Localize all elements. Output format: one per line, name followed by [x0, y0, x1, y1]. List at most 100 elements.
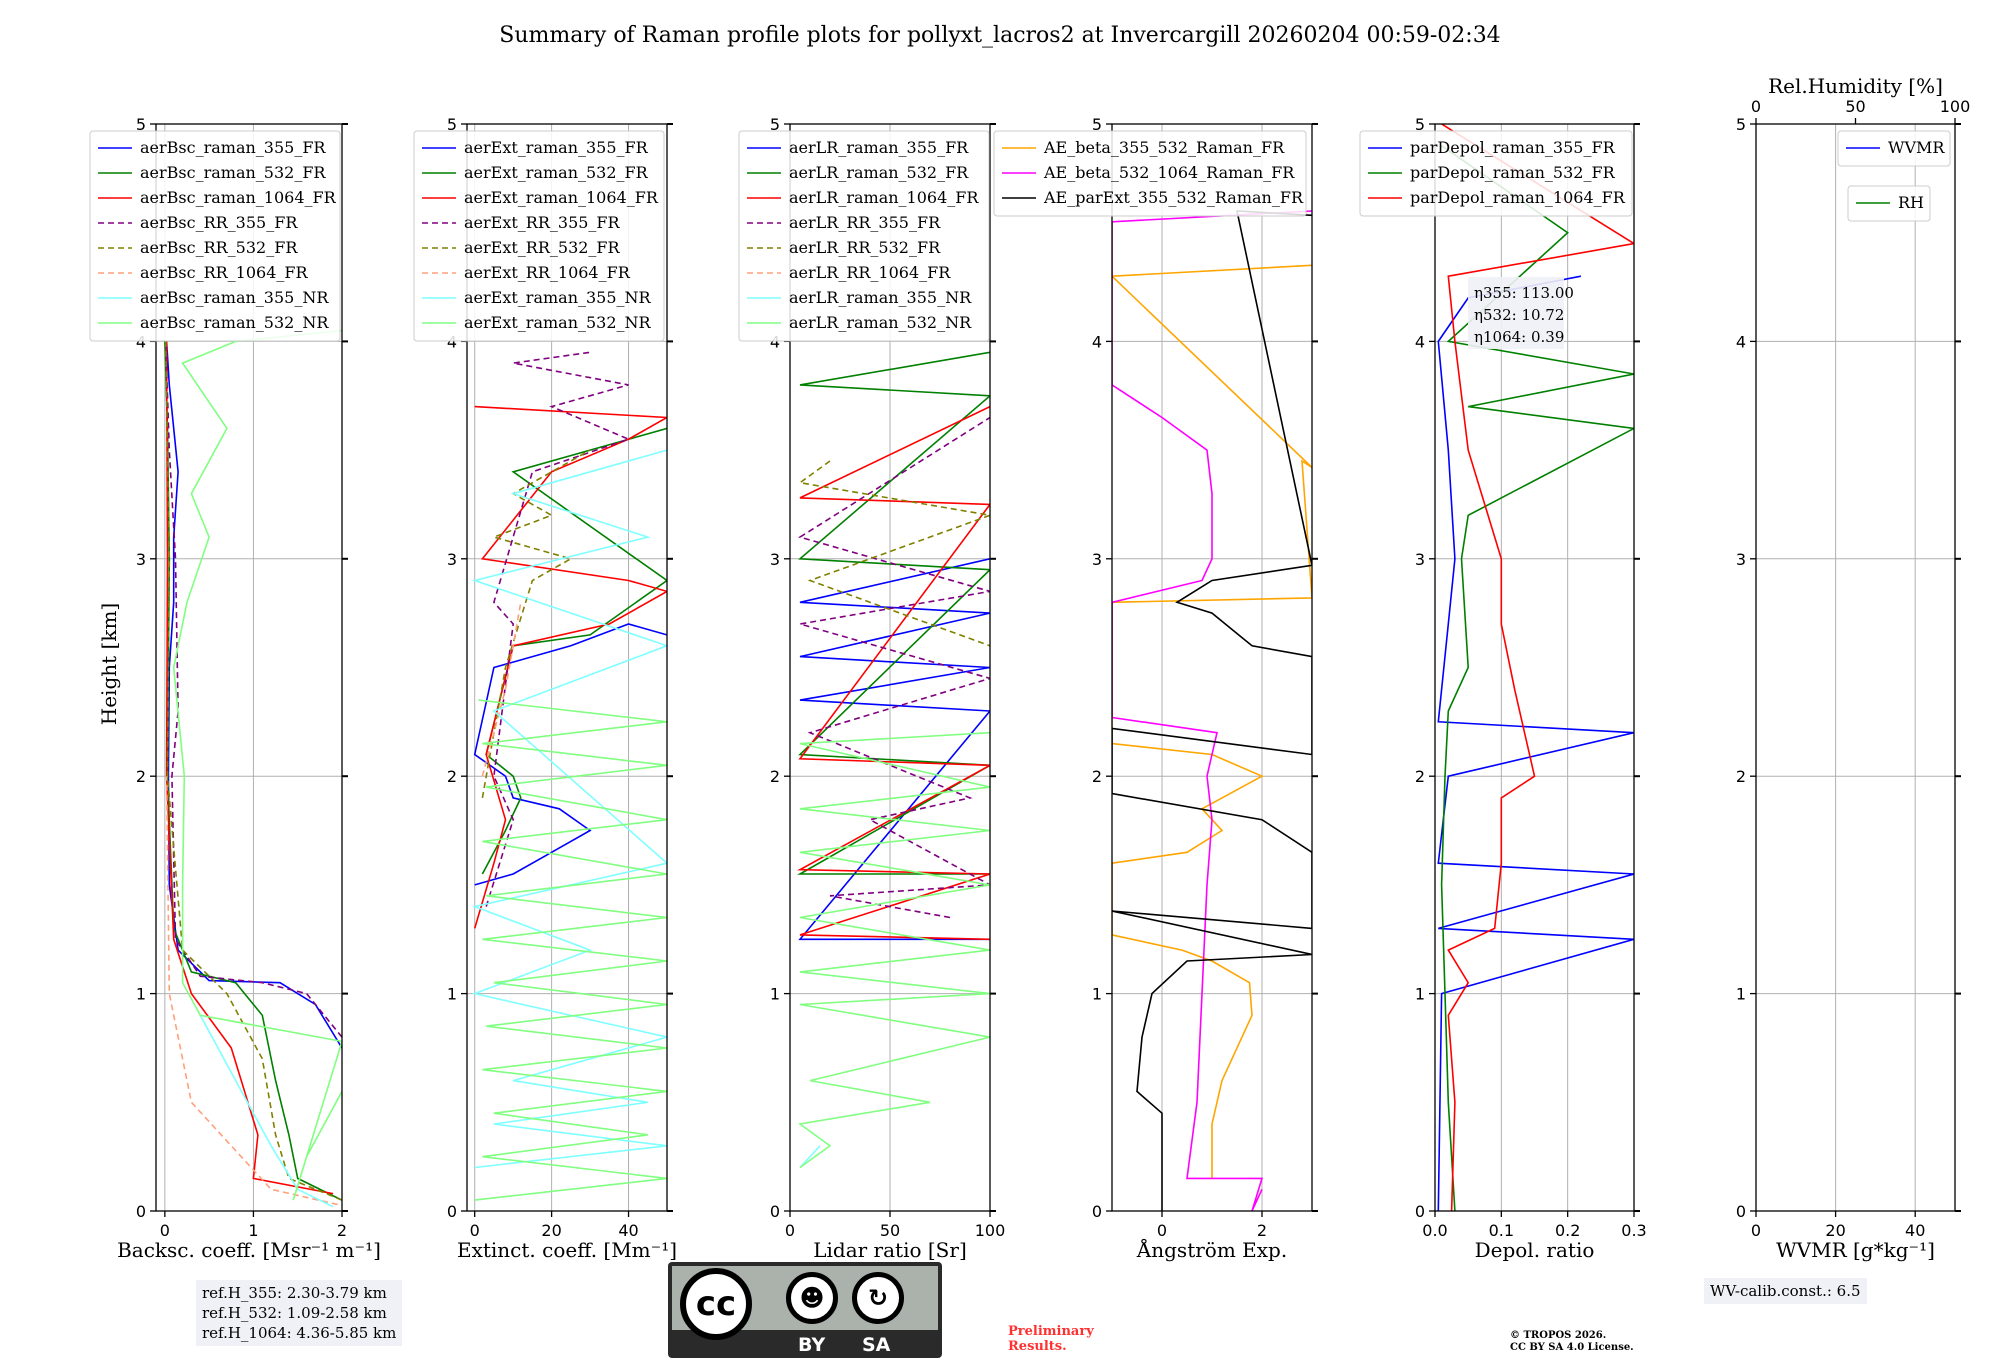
series-line-aerbsc-raman-355-nr	[199, 1014, 334, 1208]
cc-sa-label: SA	[862, 1334, 891, 1356]
series-line-aerbsc-raman-1064-fr	[165, 341, 334, 1195]
y-tick-label: 2	[447, 767, 457, 786]
top-tick-label: 0	[1751, 97, 1761, 116]
series-line-aerext-rr-1064-fr	[481, 602, 522, 777]
y-tick-label: 0	[1092, 1202, 1102, 1221]
legend-entry-aerext-rr-532-fr: aerExt_RR_532_FR	[464, 238, 621, 257]
series-line-aerbsc-raman-532-fr	[164, 341, 342, 1201]
legend-entry-ae-beta-532-1064-raman-fr: AE_beta_532_1064_Raman_FR	[1043, 163, 1295, 182]
panel-4: 0 2 0 1 2 3 4 5 Ångström Exp. AE_beta_355_532_Ram…	[993, 115, 1318, 1262]
y-tick-label: 3	[447, 550, 457, 569]
x-tick-label: 2	[337, 1221, 347, 1240]
y-tick-label: 5	[1736, 115, 1746, 134]
x-axis-label: Backsc. coeff. [Msr⁻¹ m⁻¹]	[117, 1238, 381, 1262]
top-tick-label: 50	[1845, 97, 1865, 116]
legend: aerBsc_raman_355_FR aerBsc_raman_532_FRae…	[89, 130, 341, 342]
x-tick-label: 50	[880, 1221, 900, 1240]
series-line-aerbsc-raman-355-fr	[165, 341, 342, 1049]
y-tick-label: 5	[770, 115, 780, 134]
cc-icon: cc	[680, 1268, 752, 1340]
legend-entry-ae-parext-355-532-raman-fr: AE_parExt_355_532_Raman_FR	[1043, 188, 1304, 207]
x-tick-label: 20	[1825, 1221, 1845, 1240]
legend-entry-aerbsc-raman-355-nr: aerBsc_raman_355_NR	[140, 288, 329, 307]
x-tick-label: 0.0	[1422, 1221, 1447, 1240]
wv-calibration-box: WV-calib.const.: 6.5	[1704, 1278, 1867, 1304]
legend-entry-aerbsc-rr-1064-fr: aerBsc_RR_1064_FR	[140, 263, 309, 282]
eta-value-0: η355: 113.00	[1474, 284, 1574, 302]
y-tick-label: 4	[1736, 332, 1746, 351]
eta-annotation-box	[1468, 277, 1564, 349]
preliminary-line-1: Preliminary	[1008, 1324, 1094, 1339]
y-tick-label: 5	[1092, 115, 1102, 134]
x-tick-label: 20	[541, 1221, 561, 1240]
plot-frame	[1111, 123, 1313, 1212]
legend-entry-aerlr-raman-532-nr: aerLR_raman_532_NR	[789, 313, 972, 332]
y-tick-label: 5	[136, 115, 146, 134]
x-tick-label: 0	[1751, 1221, 1761, 1240]
legend-box	[1837, 130, 1951, 167]
y-tick-label: 3	[136, 550, 146, 569]
y-tick-label: 4	[1092, 332, 1102, 351]
y-tick-label: 4	[447, 332, 457, 351]
legend-entry-aerbsc-rr-532-fr: aerBsc_RR_532_FR	[140, 238, 298, 257]
y-axis-label: Height [km]	[97, 603, 121, 725]
y-tick-label: 0	[447, 1202, 457, 1221]
series-line-aerext-raman-532-nr	[474, 699, 667, 1201]
y-tick-label: 4	[136, 332, 146, 351]
y-tick-label: 2	[136, 767, 146, 786]
ref-height-532: ref.H_532: 1.09-2.58 km	[202, 1304, 387, 1322]
y-tick-label: 4	[1415, 332, 1425, 351]
y-tick-label: 2	[1736, 767, 1746, 786]
cc-license-badge: cc ☻ ↻ BY SA	[668, 1262, 942, 1358]
series-line-aerlr-raman-355-nr	[799, 1145, 821, 1169]
series-line-aerext-raman-1064-fr	[473, 405, 667, 929]
legend-entry-aerext-raman-355-nr: aerExt_raman_355_NR	[464, 288, 652, 307]
legend: aerExt_raman_355_FR aerExt_raman_532_FRae…	[413, 130, 665, 342]
top-tick-label: 100	[1940, 97, 1971, 116]
series-group	[164, 329, 342, 1208]
legend-entry-aerlr-raman-355-nr: aerLR_raman_355_NR	[789, 288, 972, 307]
y-tick-label: 0	[1736, 1202, 1746, 1221]
copyright-line-2: CC BY SA 4.0 License.	[1510, 1342, 1634, 1353]
y-tick-label: 1	[1092, 985, 1102, 1004]
y-tick-label: 1	[1415, 985, 1425, 1004]
y-tick-label: 3	[1415, 550, 1425, 569]
preliminary-note: Preliminary Results.	[1008, 1324, 1094, 1354]
legend-entry-aerlr-raman-355-fr: aerLR_raman_355_FR	[789, 138, 969, 157]
legend-entry-aerbsc-raman-1064-fr: aerBsc_raman_1064_FR	[140, 188, 337, 207]
series-line-aerlr-raman-532-nr	[797, 731, 990, 1169]
series-line-aerbsc-rr-355-fr	[164, 341, 342, 1038]
series-group	[1437, 124, 1634, 1211]
series-line-ae-parext-355-532-raman-fr	[1112, 210, 1312, 1211]
y-tick-label: 3	[770, 550, 780, 569]
legend: parDepol_raman_355_FR parDepol_raman_532_…	[1359, 130, 1633, 217]
eta-annotation: η355: 113.00 η532: 10.72 η1064: 0.39	[1468, 277, 1574, 349]
x-axis-label: Depol. ratio	[1475, 1238, 1595, 1262]
y-tick-label: 0	[136, 1202, 146, 1221]
legend-box	[89, 130, 341, 342]
legend-entry-pardepol-raman-355-fr: parDepol_raman_355_FR	[1410, 138, 1616, 157]
legend-entry-aerext-raman-355-fr: aerExt_raman_355_FR	[464, 138, 649, 157]
legend-entry-aerext-rr-355-fr: aerExt_RR_355_FR	[464, 213, 621, 232]
y-tick-label: 3	[1736, 550, 1746, 569]
legend-entry-pardepol-raman-532-fr: parDepol_raman_532_FR	[1410, 163, 1616, 182]
legend-entry-aerlr-rr-1064-fr: aerLR_RR_1064_FR	[789, 263, 951, 282]
y-tick-label: 2	[1415, 767, 1425, 786]
legend-box	[413, 130, 665, 342]
series-line-aerext-raman-355-fr	[473, 623, 667, 886]
y-tick-label: 2	[1092, 767, 1102, 786]
legend-entry-aerbsc-raman-355-fr: aerBsc_raman_355_FR	[140, 138, 326, 157]
x-tick-label: 40	[618, 1221, 638, 1240]
panel-3: 0 50 100 0 1 2 3 4 5 Lidar ratio [Sr] aerLR_raman_…	[738, 115, 1005, 1262]
plot-frame	[466, 123, 668, 1212]
series-group	[1112, 210, 1312, 1211]
ref-height-355: ref.H_355: 2.30-3.79 km	[202, 1284, 387, 1302]
legend-entry-pardepol-raman-1064-fr: parDepol_raman_1064_FR	[1410, 188, 1626, 207]
series-line-pardepol-raman-355-fr	[1437, 275, 1634, 1211]
y-tick-label: 5	[447, 115, 457, 134]
y-tick-label: 1	[1736, 985, 1746, 1004]
figure-title: Summary of Raman profile plots for polly…	[499, 23, 1500, 48]
panel-1: 0 1 2 0 1 2 3 4 5 Backsc. coeff. [Msr⁻¹ m⁻¹] aerBs…	[89, 115, 381, 1262]
legend: RH	[1847, 185, 1931, 222]
